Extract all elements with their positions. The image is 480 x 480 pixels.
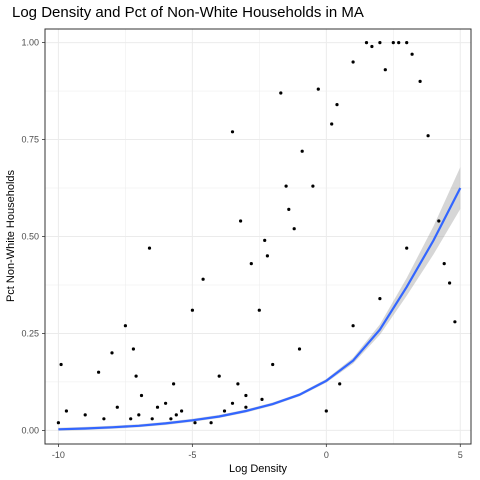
data-point — [284, 184, 288, 188]
y-tick-label: 0.25 — [21, 328, 39, 338]
data-point — [448, 281, 452, 285]
x-axis-title: Log Density — [229, 463, 288, 475]
data-point — [410, 52, 414, 56]
data-point — [201, 277, 205, 281]
data-point — [405, 41, 409, 45]
data-point — [193, 421, 197, 425]
data-point — [244, 393, 248, 398]
data-point — [180, 409, 184, 413]
data-point — [97, 370, 101, 374]
y-tick-label: 0.00 — [21, 425, 39, 435]
y-axis-ticks: 0.00 0.25 0.50 0.75 1.00 — [21, 38, 45, 435]
data-point — [316, 87, 320, 91]
data-point — [338, 382, 342, 386]
data-point — [442, 262, 446, 266]
data-point — [260, 397, 264, 401]
data-point — [351, 60, 355, 64]
data-point — [147, 246, 152, 250]
chart-title: Log Density and Pct of Non-White Househo… — [12, 4, 364, 21]
data-point — [217, 374, 221, 378]
data-point — [209, 421, 213, 425]
data-point — [131, 347, 135, 351]
y-tick-label: 1.00 — [21, 38, 39, 48]
data-point — [378, 41, 382, 45]
data-point — [383, 68, 387, 72]
y-axis-title: Pct Non-White Households — [5, 169, 17, 302]
data-point — [137, 413, 141, 417]
data-point — [134, 374, 138, 378]
y-tick-label: 0.50 — [21, 232, 39, 242]
data-point — [236, 382, 240, 386]
data-point — [364, 41, 369, 45]
data-point — [335, 103, 339, 107]
data-point — [437, 219, 441, 223]
data-point — [378, 297, 382, 301]
data-point — [230, 401, 235, 405]
data-point — [330, 122, 334, 126]
data-point — [110, 351, 114, 355]
data-point — [174, 413, 178, 417]
data-point — [263, 238, 267, 242]
data-point — [300, 149, 304, 153]
data-point — [453, 320, 457, 324]
x-tick-label: -10 — [52, 450, 65, 460]
data-point — [397, 41, 401, 45]
data-point — [59, 362, 63, 367]
x-tick-label: 5 — [458, 450, 463, 460]
data-point — [265, 254, 269, 258]
data-point — [311, 184, 315, 188]
data-point — [405, 246, 409, 250]
data-point — [292, 227, 296, 231]
data-point — [83, 413, 87, 417]
plot-panel — [44, 28, 472, 445]
data-point — [239, 219, 243, 223]
data-point — [418, 79, 422, 83]
data-point — [172, 382, 176, 386]
data-point — [271, 362, 275, 367]
x-tick-label: -5 — [188, 450, 196, 460]
y-tick-label: 0.75 — [21, 135, 39, 145]
data-point — [164, 401, 168, 405]
data-point — [351, 324, 355, 328]
data-point — [102, 417, 106, 421]
data-point — [244, 405, 248, 409]
data-point — [115, 405, 119, 409]
data-point — [279, 91, 283, 95]
data-point — [426, 134, 430, 138]
data-point — [370, 44, 374, 49]
data-point — [287, 207, 291, 211]
data-point — [391, 41, 395, 45]
data-point — [190, 308, 194, 312]
data-point — [123, 324, 127, 328]
data-point — [169, 417, 173, 421]
data-point — [257, 308, 261, 312]
data-point — [249, 262, 253, 266]
data-point — [297, 347, 302, 351]
data-point — [230, 130, 235, 134]
data-point — [155, 405, 160, 409]
smooth-line — [58, 187, 462, 431]
x-tick-label: 0 — [324, 450, 329, 460]
data-point — [129, 417, 133, 421]
data-point — [150, 417, 154, 421]
data-point — [64, 409, 68, 413]
data-points — [56, 41, 457, 425]
data-point — [139, 393, 144, 398]
data-point — [56, 421, 61, 425]
x-axis-ticks: -10 -5 0 5 — [52, 444, 463, 460]
data-point — [222, 409, 227, 413]
data-point — [324, 409, 328, 413]
